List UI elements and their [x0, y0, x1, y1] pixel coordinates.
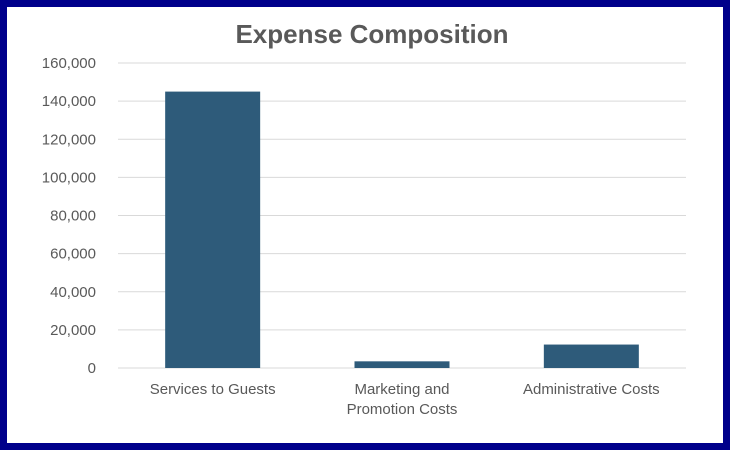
- x-tick-label: Administrative Costs: [523, 381, 660, 398]
- y-tick-label: 60,000: [50, 246, 96, 263]
- y-tick-label: 40,000: [50, 284, 96, 301]
- chart-title: Expense Composition: [235, 19, 509, 49]
- y-tick-label: 0: [88, 360, 96, 377]
- bar: [165, 91, 261, 368]
- y-tick-label: 80,000: [50, 208, 96, 225]
- y-tick-label: 160,000: [42, 55, 96, 72]
- x-tick-label: Services to Guests: [150, 381, 276, 398]
- bar: [543, 344, 639, 368]
- bar: [354, 361, 450, 368]
- y-tick-label: 140,000: [42, 93, 96, 110]
- y-tick-label: 120,000: [42, 131, 96, 148]
- y-tick-label: 20,000: [50, 322, 96, 339]
- bar-chart: 0 20,000 40,000 60,000 80,000 100,000 120,000 1…: [42, 55, 686, 418]
- y-tick-label: 100,000: [42, 169, 96, 186]
- x-tick-label: Promotion Costs: [347, 401, 458, 418]
- x-tick-label: Marketing and: [354, 381, 449, 398]
